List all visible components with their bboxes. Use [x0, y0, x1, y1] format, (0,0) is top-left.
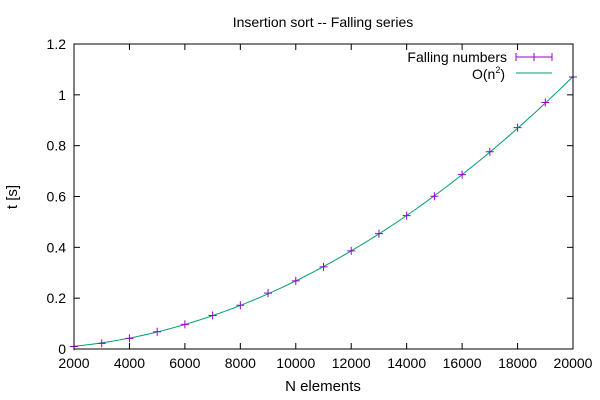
x-tick-label-6: 14000 [387, 355, 426, 371]
y-tick-label-1: 0.2 [47, 290, 67, 306]
x-tick-label-3: 8000 [225, 355, 256, 371]
x-tick-label-7: 16000 [443, 355, 482, 371]
chart-title: Insertion sort -- Falling series [233, 14, 414, 30]
legend-label-o-n2-tail: ) [500, 66, 505, 82]
x-tick-label-2: 6000 [169, 355, 200, 371]
data-point-falling-numbers-7 [264, 289, 273, 298]
y-tick-label-5: 1 [58, 87, 66, 103]
x-tick-label-8: 18000 [498, 355, 537, 371]
legend-swatch-falling-numbers-marker [530, 53, 538, 61]
data-point-falling-numbers-6 [236, 301, 245, 310]
data-point-falling-numbers-11 [374, 229, 383, 238]
data-point-falling-numbers-5 [208, 311, 217, 320]
data-point-falling-numbers-10 [347, 246, 356, 255]
legend-label-falling-numbers: Falling numbers [407, 49, 507, 65]
axis-ticks: 2000 4000 6000 8000 10000 12000 14000 16000 1800… [47, 36, 593, 371]
legend: Falling numbers O(n2) [407, 49, 553, 82]
x-tick-label-5: 12000 [332, 355, 371, 371]
data-point-falling-numbers-17 [541, 98, 550, 107]
y-tick-label-3: 0.6 [47, 189, 67, 205]
x-tick-label-0: 2000 [58, 355, 89, 371]
y-tick-label-2: 0.4 [47, 239, 67, 255]
data-point-falling-numbers-13 [430, 192, 439, 201]
data-point-falling-numbers-2 [125, 334, 134, 343]
x-tick-label-4: 10000 [276, 355, 315, 371]
y-tick-label-0: 0 [58, 341, 66, 357]
x-tick-label-9: 20000 [554, 355, 593, 371]
x-axis-label: N elements [285, 378, 361, 395]
data-point-falling-numbers-9 [319, 262, 328, 271]
data-point-falling-numbers-15 [485, 147, 494, 156]
data-point-falling-numbers-16 [513, 123, 522, 132]
data-point-falling-numbers-8 [291, 276, 300, 285]
data-point-falling-numbers-3 [153, 327, 162, 336]
x-tick-label-1: 4000 [114, 355, 145, 371]
plot-area [70, 73, 577, 351]
legend-label-o-n2: O(n2) [472, 65, 505, 82]
y-axis-label: t [s] [4, 185, 21, 209]
y-tick-label-6: 1.2 [47, 36, 67, 52]
plot-frame [73, 43, 574, 350]
data-point-falling-numbers-14 [458, 170, 467, 179]
legend-label-o-n2-base: O(n [472, 66, 495, 82]
data-point-falling-numbers-12 [402, 211, 411, 220]
data-point-falling-numbers-4 [180, 320, 189, 329]
data-point-falling-numbers-1 [97, 339, 106, 348]
legend-label-o-n2-sup: 2 [495, 65, 500, 75]
y-tick-label-4: 0.8 [47, 138, 67, 154]
